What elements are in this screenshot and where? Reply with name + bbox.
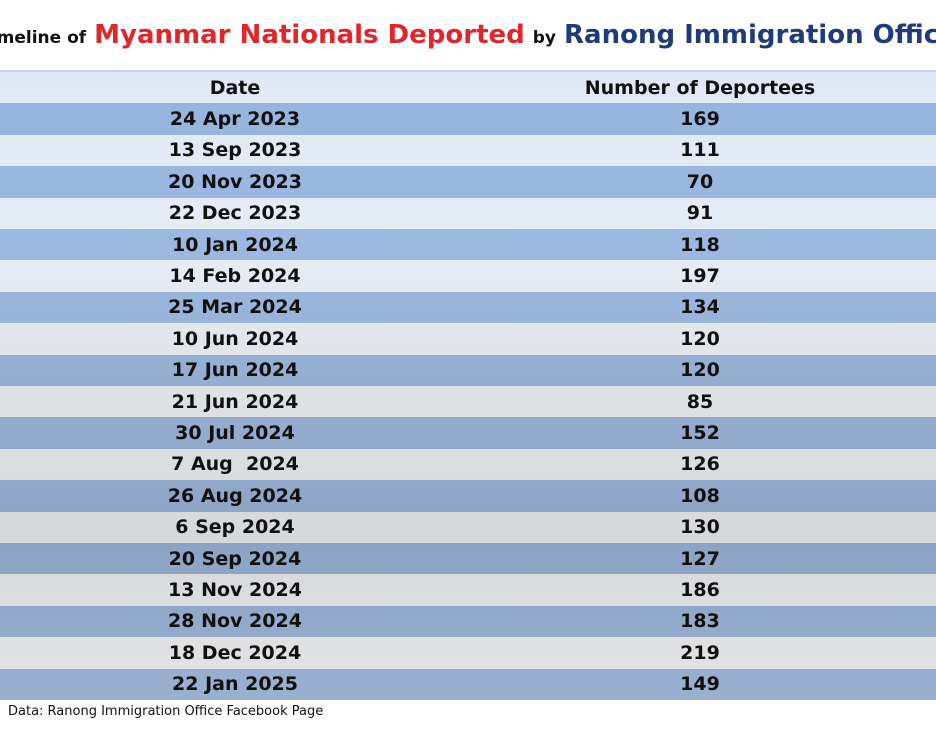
table-row: 20 Nov 2023 70 — [0, 166, 936, 198]
table-cell: 152 — [680, 422, 720, 445]
table-cell: 13 Sep 2023 — [168, 139, 302, 162]
table-cell: 25 Mar 2024 — [168, 296, 302, 319]
table-row: 10 Jun 2024 120 — [0, 323, 936, 355]
table-cell: 28 Nov 2024 — [168, 610, 302, 633]
table-row: 18 Dec 2024 219 — [0, 637, 936, 669]
table-row: 22 Jan 2025 149 — [0, 668, 936, 700]
table-cell: 26 Aug 2024 — [167, 484, 303, 507]
table-row: 25 Mar 2024 134 — [0, 291, 936, 324]
table-cell: 7 Aug 2024 — [171, 453, 299, 476]
title-part: Myanmar Nationals Deported — [94, 20, 525, 50]
table-cell: 91 — [686, 202, 714, 225]
table-cell: 149 — [680, 673, 720, 696]
table-row: 14 Feb 2024 197 — [0, 260, 936, 292]
table-cell: 120 — [680, 359, 720, 382]
table-cell: 6 Sep 2024 — [175, 516, 295, 539]
header-row: Date Number of Deportees — [0, 72, 936, 104]
table-cell: 10 Jan 2024 — [172, 233, 298, 256]
table: Date Number of Deportees 24 Apr 2023 169 1… — [0, 72, 936, 700]
table-row: 13 Sep 2023 111 — [0, 134, 936, 167]
table-cell: 21 Jun 2024 — [171, 390, 299, 413]
table-cell: 13 Nov 2024 — [168, 579, 302, 602]
table-cell: 134 — [680, 296, 720, 319]
table-cell: 14 Feb 2024 — [169, 265, 301, 288]
table-row: 13 Nov 2024 186 — [0, 574, 936, 606]
table-row: 28 Nov 2024 183 — [0, 605, 936, 638]
table-cell: 183 — [680, 610, 720, 633]
table-cell: 118 — [680, 233, 720, 256]
table-row: 22 Dec 2023 91 — [0, 197, 936, 229]
table-cell: 22 Dec 2023 — [168, 202, 302, 225]
table-cell: 70 — [686, 170, 714, 193]
table-row: 24 Apr 2023 169 — [0, 103, 936, 135]
column-header: Number of Deportees — [584, 76, 816, 99]
table-cell: 85 — [686, 390, 714, 413]
title: Timeline of Myanmar Nationals Deported b… — [0, 0, 936, 70]
table-cell: 22 Jan 2025 — [172, 673, 298, 696]
table-row: 30 Jul 2024 152 — [0, 417, 936, 449]
table-cell: 219 — [680, 641, 720, 664]
table-cell: 126 — [680, 453, 720, 476]
table-cell: 130 — [680, 516, 720, 539]
column-header: Date — [209, 76, 261, 99]
table-cell: 17 Jun 2024 — [171, 359, 299, 382]
divider — [0, 70, 936, 72]
table-cell: 24 Apr 2023 — [169, 108, 301, 131]
title-part: Ranong Immigration Office — [564, 20, 936, 50]
table-cell: 108 — [680, 484, 720, 507]
table-row: 26 Aug 2024 108 — [0, 480, 936, 512]
table-cell: 20 Sep 2024 — [168, 547, 302, 570]
table-cell: 30 Jul 2024 — [175, 422, 295, 445]
table-row: 21 Jun 2024 85 — [0, 386, 936, 418]
table-row: 6 Sep 2024 130 — [0, 511, 936, 543]
table-cell: 20 Nov 2023 — [168, 170, 302, 193]
table-row: 17 Jun 2024 120 — [0, 354, 936, 386]
table-cell: 197 — [680, 265, 720, 288]
table-cell: 10 Jun 2024 — [171, 327, 299, 350]
table-row: 7 Aug 2024 126 — [0, 448, 936, 481]
table-row: 10 Jan 2024 118 — [0, 229, 936, 261]
table-cell: 120 — [680, 327, 720, 350]
table-cell: 111 — [680, 139, 720, 162]
table-cell: 18 Dec 2024 — [168, 641, 302, 664]
title-part: Timeline of — [0, 28, 87, 48]
table-cell: 186 — [680, 579, 720, 602]
table-cell: 169 — [680, 108, 720, 131]
table-cell: 127 — [680, 547, 720, 570]
title-part: by — [532, 28, 557, 48]
source-note: Data: Ranong Immigration Office Facebook… — [8, 704, 324, 719]
table-row: 20 Sep 2024 127 — [0, 543, 936, 575]
